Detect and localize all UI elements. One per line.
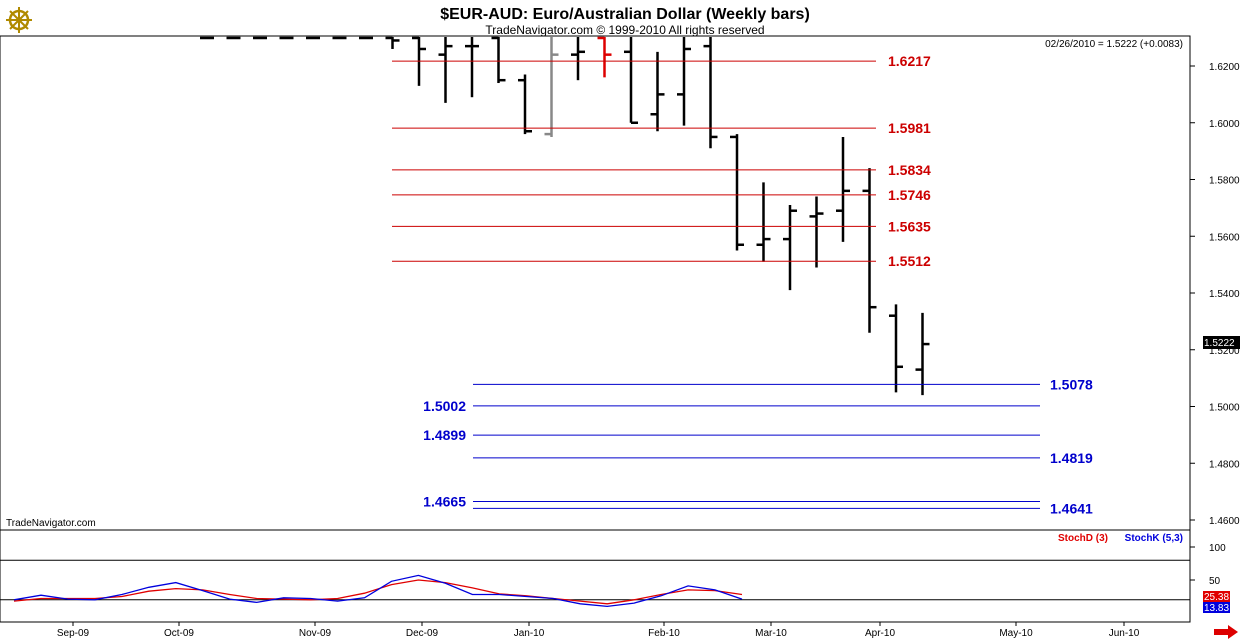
ohlc-bar bbox=[756, 182, 771, 262]
ohlc-bar bbox=[571, 37, 585, 81]
ohlc-bar bbox=[465, 37, 479, 98]
legend-stochk: StochK (5,3) bbox=[1125, 533, 1183, 544]
resistance-label: 1.5746 bbox=[888, 187, 931, 203]
date-tick-label: Nov-09 bbox=[299, 628, 332, 639]
ohlc-bar bbox=[809, 196, 824, 268]
arrow-right-icon[interactable] bbox=[1214, 625, 1238, 639]
ohlc-bar bbox=[226, 36, 241, 40]
ohlc-bar bbox=[279, 36, 294, 40]
ohlc-bar bbox=[253, 36, 267, 40]
chart-subtitle: TradeNavigator.com © 1999-2010 All right… bbox=[485, 23, 764, 37]
price-tick-label: 1.4800 bbox=[1209, 459, 1240, 470]
stochastic-reference-lines bbox=[0, 559, 1190, 601]
stochd-value: 25.38 bbox=[1204, 592, 1229, 603]
ohlc-bar bbox=[306, 36, 320, 40]
ohlc-bar bbox=[703, 37, 718, 149]
date-tick-label: Oct-09 bbox=[164, 628, 194, 639]
ohlc-bar bbox=[491, 36, 506, 84]
ohlc-bar bbox=[200, 36, 214, 40]
ohlc-bar bbox=[783, 205, 797, 291]
date-tick-label: Jun-10 bbox=[1109, 628, 1140, 639]
ohlc-bar bbox=[862, 168, 877, 333]
ohlc-bar bbox=[385, 36, 400, 49]
price-tick-label: 1.4600 bbox=[1209, 516, 1240, 527]
ohlc-bar bbox=[730, 134, 744, 251]
resistance-label: 1.5981 bbox=[888, 120, 931, 136]
stoch-tick-label: 100 bbox=[1209, 543, 1226, 554]
price-panel-frame bbox=[0, 35, 1191, 531]
price-tick-label: 1.6200 bbox=[1209, 62, 1240, 73]
header: $EUR-AUD: Euro/Australian Dollar (Weekly… bbox=[440, 6, 810, 37]
ohlc-bar bbox=[836, 136, 850, 242]
date-tick-label: Jan-10 bbox=[514, 628, 545, 639]
support-label: 1.4899 bbox=[423, 427, 466, 443]
price-y-axis: 1.6200 1.6000 1.5800 1.5600 1.5400 1.5200 1.50… bbox=[1190, 62, 1240, 527]
resistance-label: 1.5512 bbox=[888, 253, 931, 269]
stoch-tick-label: 50 bbox=[1209, 576, 1221, 587]
support-label: 1.4819 bbox=[1050, 450, 1093, 466]
price-tick-label: 1.5800 bbox=[1209, 176, 1240, 187]
ohlc-bar bbox=[889, 304, 903, 393]
ohlc-bar bbox=[438, 37, 453, 103]
date-tick-label: Apr-10 bbox=[865, 628, 895, 639]
price-tick-label: 1.5000 bbox=[1209, 403, 1240, 414]
price-tick-label: 1.6000 bbox=[1209, 119, 1240, 130]
stochk-value: 13.83 bbox=[1204, 603, 1229, 614]
stochastic-panel-frame bbox=[0, 529, 1191, 623]
date-tick-label: Dec-09 bbox=[406, 628, 439, 639]
price-panel: 1.6217 1.5981 1.5834 1.5746 1.5635 1.5512 1.50… bbox=[0, 35, 1240, 531]
support-label: 1.4665 bbox=[423, 494, 466, 510]
ohlc-bar bbox=[624, 37, 638, 124]
date-tick-label: Feb-10 bbox=[648, 628, 680, 639]
price-tick-label: 1.5400 bbox=[1209, 289, 1240, 300]
ohlc-bar bbox=[359, 36, 373, 40]
resistance-label: 1.5834 bbox=[888, 162, 931, 178]
resistance-label: 1.6217 bbox=[888, 53, 931, 69]
legend-stochd: StochD (3) bbox=[1058, 533, 1108, 544]
ohlc-bar bbox=[677, 37, 691, 126]
price-tag-value: 1.5222 bbox=[1204, 338, 1235, 349]
chart-title: $EUR-AUD: Euro/Australian Dollar (Weekly… bbox=[440, 6, 810, 23]
date-x-axis: Sep-09 Oct-09 Nov-09 Dec-09 Jan-10 Feb-10 Mar-… bbox=[57, 622, 1140, 639]
stochk-line bbox=[13, 574, 743, 608]
support-label: 1.5078 bbox=[1050, 376, 1093, 392]
support-label: 1.5002 bbox=[423, 398, 466, 414]
ship-wheel-icon[interactable] bbox=[6, 7, 32, 33]
ohlc-bar bbox=[544, 37, 559, 137]
stochastic-lines bbox=[13, 574, 743, 608]
ohlc-bar bbox=[915, 312, 930, 396]
date-tick-label: Mar-10 bbox=[755, 628, 787, 639]
date-tick-label: May-10 bbox=[999, 628, 1033, 639]
price-bars bbox=[200, 36, 930, 396]
price-tag: 1.5222 bbox=[1203, 336, 1240, 349]
ohlc-bar bbox=[597, 36, 612, 78]
stochd-value-tag: 25.38 bbox=[1203, 591, 1230, 603]
support-label: 1.4641 bbox=[1050, 500, 1093, 516]
last-quote-readout: 02/26/2010 = 1.5222 (+0.0083) bbox=[1045, 39, 1183, 50]
date-tick-label: Sep-09 bbox=[57, 628, 90, 639]
ohlc-bar bbox=[518, 74, 532, 135]
ohlc-bar bbox=[332, 36, 347, 40]
price-tick-label: 1.5200 bbox=[1209, 346, 1240, 357]
stochastic-y-axis: 100 50 bbox=[1190, 543, 1226, 587]
watermark: TradeNavigator.com bbox=[6, 518, 96, 529]
ohlc-bar bbox=[650, 51, 665, 132]
stochk-value-tag: 13.83 bbox=[1203, 602, 1230, 614]
resistance-label: 1.5635 bbox=[888, 218, 931, 234]
level-lines: 1.6217 1.5981 1.5834 1.5746 1.5635 1.5512 1.50… bbox=[392, 53, 1093, 516]
price-tick-label: 1.5600 bbox=[1209, 232, 1240, 243]
stochastic-panel: 100 50 StochD (3) StochK (5,3) 25.38 13.8… bbox=[0, 529, 1230, 623]
